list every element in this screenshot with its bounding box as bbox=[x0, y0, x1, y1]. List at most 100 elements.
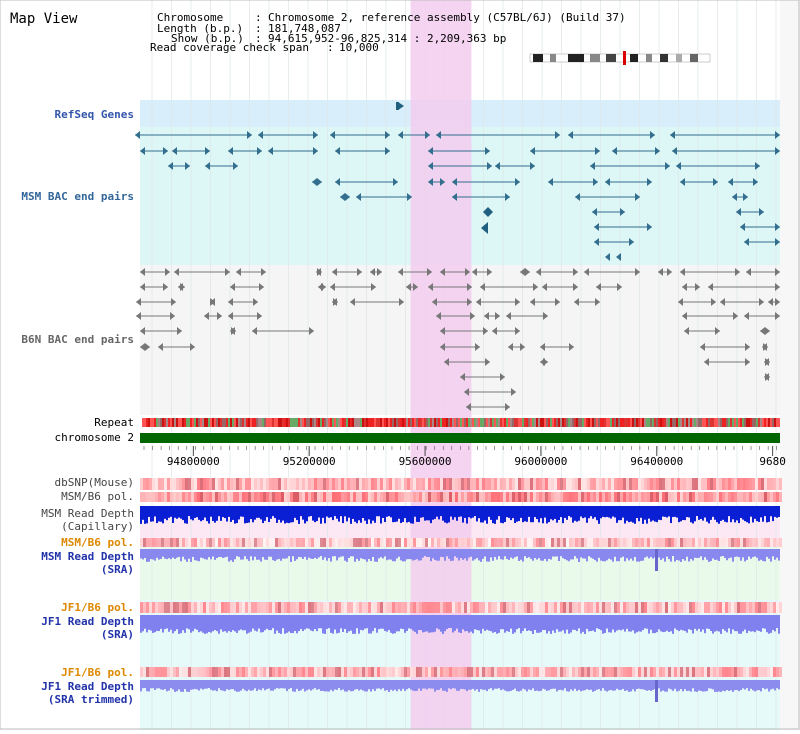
depth-bar bbox=[432, 615, 434, 633]
heat-cell bbox=[410, 492, 413, 502]
heat-cell bbox=[212, 667, 215, 677]
depth-bar bbox=[730, 506, 732, 523]
heat-cell bbox=[164, 478, 167, 490]
depth-bar bbox=[268, 549, 270, 557]
chromosome-ideogram[interactable] bbox=[529, 51, 711, 65]
heat-cell bbox=[401, 492, 404, 502]
heat-cell bbox=[509, 602, 512, 613]
depth-bar bbox=[246, 615, 248, 634]
b6n-bac-pair bbox=[540, 343, 574, 351]
depth-bar bbox=[174, 680, 176, 692]
heat-cell bbox=[149, 538, 152, 547]
end-arrow-right bbox=[407, 193, 412, 201]
depth-bar bbox=[226, 506, 228, 522]
depth-bar bbox=[210, 549, 212, 560]
end-arrow-left bbox=[732, 193, 737, 201]
heat-cell bbox=[575, 492, 578, 502]
depth-bar bbox=[302, 680, 304, 689]
tick-label: 96400000 bbox=[630, 455, 683, 468]
repeat-segment bbox=[554, 418, 556, 427]
depth-bar bbox=[338, 680, 340, 689]
b6n-bac-pair bbox=[178, 283, 185, 291]
repeat-segment bbox=[672, 418, 674, 427]
heat-cell bbox=[701, 538, 704, 547]
length-key: Length (b.p.) bbox=[157, 22, 243, 35]
depth-bar bbox=[200, 680, 202, 689]
heat-cell bbox=[731, 478, 734, 490]
depth-bar bbox=[728, 506, 730, 517]
label-refseq-genes[interactable]: RefSeq Genes bbox=[55, 108, 134, 121]
end-arrow-right bbox=[217, 312, 222, 320]
depth-bar bbox=[414, 549, 416, 560]
depth-bar bbox=[434, 680, 436, 692]
depth-bar bbox=[754, 615, 756, 633]
msm-bac-pair bbox=[592, 208, 625, 216]
heat-cell bbox=[560, 538, 563, 547]
depth-bar bbox=[768, 506, 770, 522]
depth-bar bbox=[514, 549, 516, 558]
repeat-segment bbox=[712, 418, 714, 427]
repeat-segment bbox=[446, 418, 448, 427]
heat-cell bbox=[353, 602, 356, 613]
depth-bar bbox=[546, 506, 548, 524]
repeat-segment bbox=[748, 418, 750, 427]
heat-cell bbox=[215, 538, 218, 547]
b6n-bac-pair bbox=[210, 298, 215, 306]
depth-bar bbox=[386, 680, 388, 691]
heat-cell bbox=[665, 538, 668, 547]
heat-cell bbox=[335, 667, 338, 677]
heat-cell bbox=[536, 478, 539, 490]
depth-bar bbox=[478, 506, 480, 519]
depth-bar bbox=[724, 615, 726, 631]
heat-cell bbox=[161, 478, 164, 490]
depth-bar bbox=[228, 506, 230, 517]
label-b6n-bac[interactable]: B6N BAC end pairs bbox=[21, 333, 134, 346]
depth-bar bbox=[160, 506, 162, 522]
depth-bar bbox=[254, 680, 256, 689]
depth-bar bbox=[186, 549, 188, 562]
depth-bar bbox=[588, 615, 590, 632]
heat-cell bbox=[539, 538, 542, 547]
depth-bar bbox=[654, 615, 656, 634]
depth-bar bbox=[376, 680, 378, 689]
depth-bar bbox=[572, 549, 574, 560]
depth-bar bbox=[286, 615, 288, 633]
heat-cell bbox=[734, 602, 737, 613]
heat-cell bbox=[764, 478, 767, 490]
depth-bar bbox=[420, 615, 422, 631]
end-arrow-left bbox=[350, 298, 355, 306]
depth-bar bbox=[654, 506, 656, 522]
depth-bar bbox=[304, 549, 306, 557]
depth-bar bbox=[602, 680, 604, 689]
heat-cell bbox=[248, 602, 251, 613]
heat-cell bbox=[194, 478, 197, 490]
depth-bar bbox=[384, 615, 386, 631]
label-msm-bac[interactable]: MSM BAC end pairs bbox=[21, 190, 134, 203]
heat-cell bbox=[683, 602, 686, 613]
repeat-segment bbox=[630, 418, 632, 427]
depth-bar bbox=[754, 549, 756, 557]
heat-cell bbox=[659, 492, 662, 502]
end-arrow-right bbox=[515, 298, 520, 306]
repeat-segment bbox=[492, 418, 494, 427]
depth-bar bbox=[374, 549, 376, 562]
repeat-segment bbox=[410, 418, 412, 427]
depth-bar bbox=[462, 549, 464, 560]
heat-cell bbox=[443, 478, 446, 490]
repeat-segment bbox=[440, 418, 442, 427]
heat-cell bbox=[386, 667, 389, 677]
depth-bar bbox=[490, 549, 492, 558]
depth-bar bbox=[276, 506, 278, 523]
depth-bar bbox=[552, 615, 554, 631]
heat-cell bbox=[605, 492, 608, 502]
depth-bar bbox=[332, 549, 334, 557]
b6n-bac-pair bbox=[492, 327, 520, 335]
heat-cell bbox=[692, 492, 695, 502]
chromosome-bar bbox=[140, 433, 780, 443]
heat-cell bbox=[569, 478, 572, 490]
depth-bar bbox=[214, 549, 216, 560]
heat-cell bbox=[185, 478, 188, 490]
depth-bar bbox=[418, 506, 420, 522]
depth-bar bbox=[606, 506, 608, 517]
heat-cell bbox=[203, 478, 206, 490]
